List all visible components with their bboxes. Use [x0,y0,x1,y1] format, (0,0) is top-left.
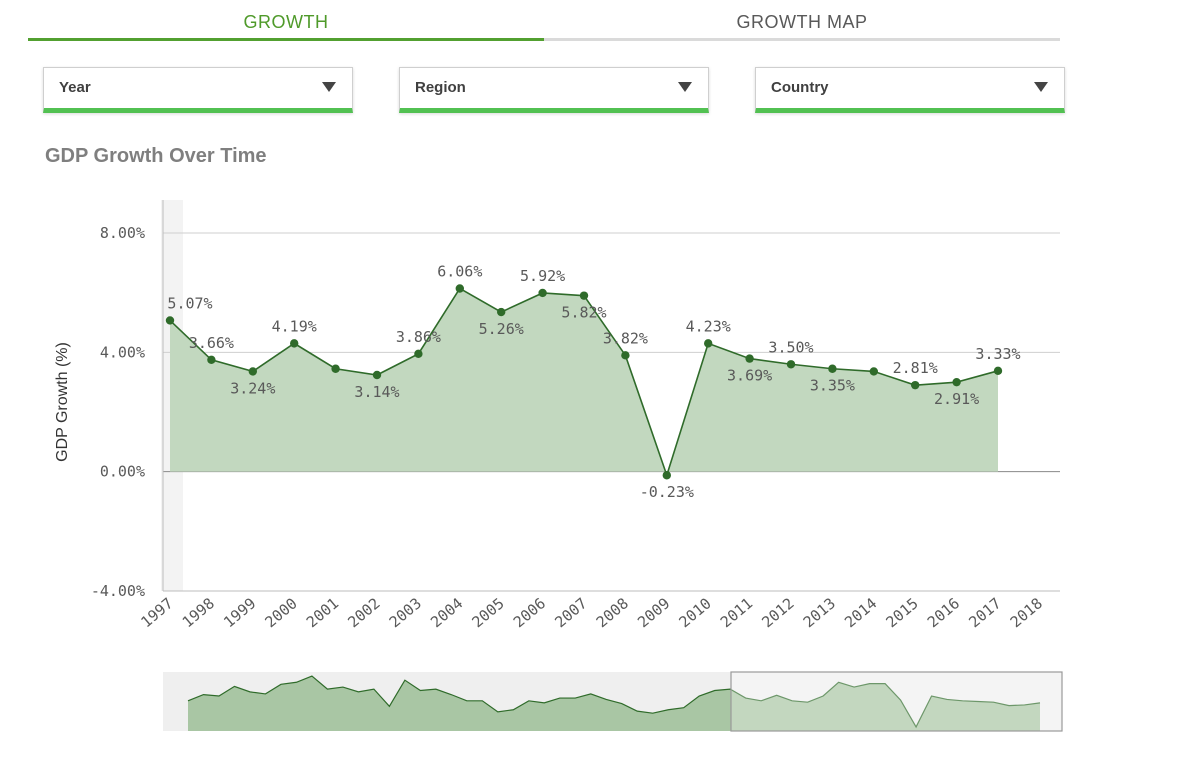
y-tick-label: 0.00% [100,463,145,481]
data-point[interactable] [745,354,754,363]
x-tick-label: 2008 [593,594,632,631]
x-tick-label: 2005 [469,594,508,631]
x-tick-label: 1998 [179,594,218,631]
navigator-line [187,675,1041,729]
data-point[interactable] [579,291,589,300]
data-label: 3.35% [810,377,855,395]
x-tick-label: 2012 [758,594,797,631]
data-label: 3.82% [603,329,648,347]
chevron-down-icon [678,82,692,92]
data-point[interactable] [538,288,547,298]
data-label: 3.14% [354,383,399,401]
y-tick-label: 8.00% [100,224,145,242]
x-tick-label: 2011 [717,594,756,631]
data-label: 5.07% [167,294,212,312]
x-tick-label: 2003 [386,594,425,631]
x-tick-label: 2006 [510,594,549,631]
y-axis-title: GDP Growth (%) [54,342,71,462]
data-label: 4.23% [686,317,731,335]
data-label: -0.23% [640,483,694,501]
data-point[interactable] [786,360,796,369]
x-tick-label: 2002 [344,594,383,631]
data-point[interactable] [290,339,299,348]
chart-title: GDP Growth Over Time [45,145,267,167]
x-tick-label: 2000 [262,594,301,631]
tab-growth[interactable]: GROWTH [28,10,544,41]
tab-growth-map[interactable]: GROWTH MAP [544,10,1060,41]
navigator-selection-window[interactable] [730,671,1063,732]
data-label: 4.19% [272,317,317,335]
data-point[interactable] [621,351,630,360]
x-tick-label: 2017 [965,594,1004,631]
x-tick-label: 2013 [800,594,839,631]
data-label: 3.86% [396,328,441,346]
region-filter-dropdown[interactable]: Region [399,67,709,113]
series-area [170,288,998,476]
chevron-down-icon [1034,82,1048,92]
year-filter-dropdown[interactable]: Year [43,67,353,113]
data-label: 3.50% [768,338,813,356]
data-label: 3.24% [230,379,275,397]
data-point[interactable] [207,355,216,364]
data-label: 2.81% [893,359,938,377]
data-label: 5.26% [479,320,524,338]
country-filter-dropdown[interactable]: Country [755,67,1065,113]
x-tick-label: 1999 [220,594,259,631]
chevron-down-icon [322,82,336,92]
data-point[interactable] [952,377,961,387]
data-point[interactable] [911,380,920,390]
data-point[interactable] [455,284,464,293]
region-filter-label: Region [415,79,466,96]
year-filter-label: Year [59,79,91,96]
x-tick-label: 2016 [924,594,963,631]
data-point[interactable] [414,349,423,359]
data-point[interactable] [372,370,382,380]
data-point[interactable] [993,366,1003,376]
data-label: 3.69% [727,367,772,385]
data-label: 3.33% [975,345,1020,363]
x-tick-label: 2001 [303,594,342,631]
data-point[interactable] [331,364,340,373]
x-tick-label: 2004 [427,594,466,631]
x-tick-label: 2015 [883,594,922,631]
data-point[interactable] [497,307,506,317]
data-point[interactable] [828,364,837,373]
data-label: 5.82% [561,304,606,322]
y-tick-label: -4.00% [91,582,145,600]
data-point[interactable] [704,339,713,348]
x-tick-label: 2007 [551,594,590,631]
x-tick-label: 2018 [1007,594,1046,631]
x-tick-label: 2014 [841,594,880,631]
data-label: 5.92% [520,267,565,285]
data-point[interactable] [248,367,257,376]
data-point[interactable] [869,367,878,376]
data-label: 3.66% [189,334,234,352]
country-filter-label: Country [771,79,829,96]
x-tick-label: 2009 [634,594,673,631]
data-point[interactable] [165,316,175,325]
y-tick-label: 4.00% [100,343,145,361]
data-label: 2.91% [934,390,979,408]
data-label: 6.06% [437,262,482,280]
tab-bar: GROWTH GROWTH MAP [28,10,1060,41]
navigator-area [188,676,1040,731]
data-point[interactable] [662,471,671,480]
x-tick-label: 2010 [676,594,715,631]
